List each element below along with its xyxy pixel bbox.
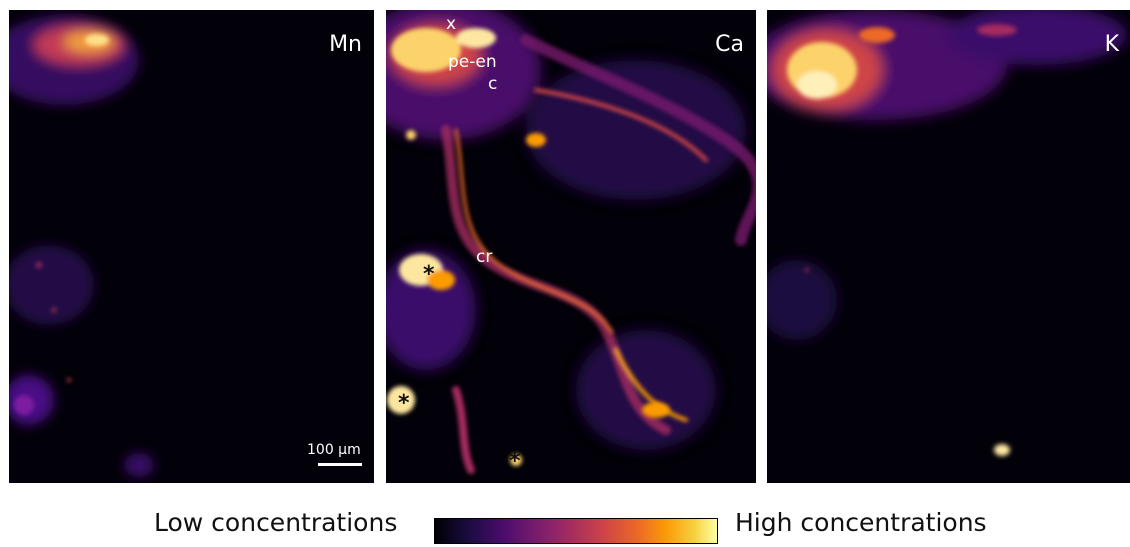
- annotation-cr: cr: [476, 247, 493, 267]
- scale-bar: [318, 463, 362, 466]
- k-map-image: [767, 10, 1127, 456]
- legend-high-label: High concentrations: [735, 508, 987, 537]
- annotation-star-1: *: [423, 262, 435, 287]
- legend-low-label: Low concentrations: [154, 508, 398, 537]
- concentration-colorbar: [434, 518, 718, 544]
- annotation-c: c: [488, 74, 498, 94]
- ca-map-image: [386, 10, 756, 474]
- element-label-ca: Ca: [715, 32, 744, 57]
- annotation-x: x: [446, 14, 457, 34]
- ca-map-panel: Ca x pe-en c cr * * *: [386, 10, 756, 483]
- annotation-pe-en: pe-en: [448, 52, 497, 72]
- element-label-mn: Mn: [329, 32, 362, 57]
- mn-map-panel: Mn 100 µm: [9, 10, 374, 483]
- mn-map-image: [9, 15, 154, 477]
- element-label-k: K: [1104, 32, 1119, 57]
- k-map-panel: K: [767, 10, 1130, 483]
- annotation-star-3: *: [509, 449, 521, 474]
- annotation-star-2: *: [398, 391, 410, 416]
- scale-bar-label: 100 µm: [307, 442, 361, 458]
